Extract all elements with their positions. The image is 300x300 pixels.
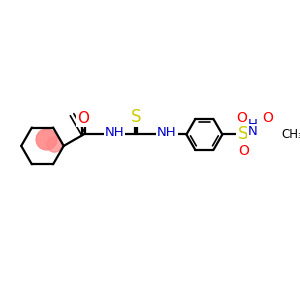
Text: O: O [238, 144, 249, 158]
Text: O: O [263, 111, 274, 125]
Text: H: H [248, 118, 257, 131]
Text: O: O [77, 111, 89, 126]
Text: NH: NH [157, 125, 177, 139]
Text: S: S [130, 107, 141, 125]
Text: S: S [238, 125, 248, 143]
Text: N: N [248, 125, 257, 138]
Text: CH₃: CH₃ [282, 128, 300, 141]
Text: O: O [236, 111, 247, 125]
Text: NH: NH [105, 125, 124, 139]
